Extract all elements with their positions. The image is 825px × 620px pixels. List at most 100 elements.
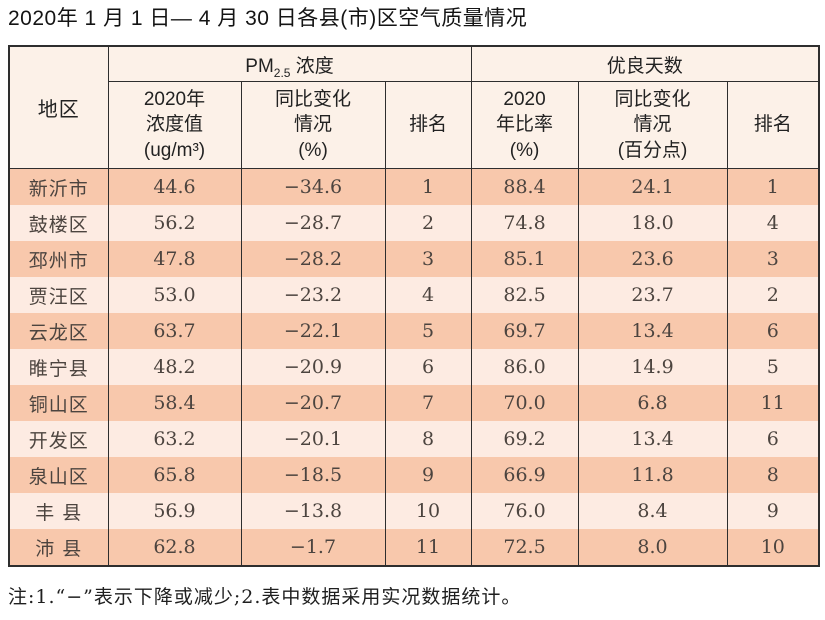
cell-pm_rank: 5 [384,313,472,349]
table-row: 邳州市 47.8 −28.2 3 85.1 23.6 3 [8,241,820,277]
cell-pm_change: −28.2 [240,241,386,277]
table-row: 泉山区 65.8 −18.5 9 66.9 11.8 8 [8,457,820,493]
cell-good_ratio: 82.5 [470,277,579,313]
cell-region: 贾汪区 [8,277,109,313]
table-row: 鼓楼区 56.2 −28.7 2 74.8 18.0 4 [8,205,820,241]
cell-pm_change: −20.7 [240,385,386,421]
footnote: 注:1.“−”表示下降或减少;2.表中数据采用实况数据统计。 [8,586,522,608]
cell-pm_rank: 6 [384,349,472,385]
cell-region: 铜山区 [8,385,109,421]
cell-pm_value: 56.9 [107,493,242,529]
cell-pm_rank: 4 [384,277,472,313]
header-group-pm25: PM2.5 浓度 [107,45,472,82]
group-header-row: 地区 PM2.5 浓度 优良天数 [8,45,820,169]
cell-pm_value: 62.8 [107,529,242,566]
pm25-label-suffix: 浓度 [290,55,334,77]
cell-good_ratio: 86.0 [470,349,579,385]
cell-pm_rank: 7 [384,385,472,421]
cell-good_change: 24.1 [577,168,728,205]
cell-good_change: 8.4 [577,493,728,529]
cell-region: 云龙区 [8,313,109,349]
air-quality-table: 地区 PM2.5 浓度 优良天数 2020年 浓度值 (ug/m³) 同比变化 … [8,45,821,567]
cell-good_ratio: 69.2 [470,421,579,457]
cell-region: 鼓楼区 [8,205,109,241]
cell-region: 泉山区 [8,457,109,493]
cell-region: 丰 县 [8,493,109,529]
cell-good_rank: 10 [726,529,820,566]
table-row: 云龙区 63.7 −22.1 5 69.7 13.4 6 [8,313,820,349]
page-title: 2020年 1 月 1 日— 4 月 30 日各县(市)区空气质量情况 [8,7,528,30]
cell-good_rank: 6 [726,313,820,349]
table-row: 沛 县 62.8 −1.7 11 72.5 8.0 10 [8,529,820,566]
cell-pm_change: −1.7 [240,529,386,566]
cell-pm_value: 63.7 [107,313,242,349]
cell-good_rank: 3 [726,241,820,277]
cell-pm_change: −23.2 [240,277,386,313]
table-row: 丰 县 56.9 −13.8 10 76.0 8.4 9 [8,493,820,529]
cell-pm_value: 56.2 [107,205,242,241]
cell-good_change: 13.4 [577,313,728,349]
cell-pm_value: 48.2 [107,349,242,385]
cell-pm_change: −20.1 [240,421,386,457]
cell-pm_value: 65.8 [107,457,242,493]
cell-pm_value: 53.0 [107,277,242,313]
cell-pm_value: 58.4 [107,385,242,421]
cell-region: 新沂市 [8,168,109,205]
header-pm-rank: 排名 [384,81,472,169]
cell-pm_rank: 11 [384,529,472,566]
cell-pm_rank: 2 [384,205,472,241]
cell-good_ratio: 69.7 [470,313,579,349]
cell-good_change: 18.0 [577,205,728,241]
table-row: 睢宁县 48.2 −20.9 6 86.0 14.9 5 [8,349,820,385]
cell-pm_rank: 1 [384,168,472,205]
cell-good_ratio: 88.4 [470,168,579,205]
cell-good_change: 11.8 [577,457,728,493]
table-row: 开发区 63.2 −20.1 8 69.2 13.4 6 [8,421,820,457]
cell-pm_change: −20.9 [240,349,386,385]
pm25-subscript: 2.5 [273,65,291,80]
cell-good_change: 6.8 [577,385,728,421]
cell-pm_rank: 8 [384,421,472,457]
cell-region: 开发区 [8,421,109,457]
header-pm-change: 同比变化 情况 (%) [240,81,386,169]
cell-good_rank: 6 [726,421,820,457]
cell-region: 沛 县 [8,529,109,566]
cell-pm_change: −18.5 [240,457,386,493]
table-header: 地区 PM2.5 浓度 优良天数 2020年 浓度值 (ug/m³) 同比变化 … [8,45,820,169]
cell-pm_change: −13.8 [240,493,386,529]
table-row: 铜山区 58.4 −20.7 7 70.0 6.8 11 [8,385,820,421]
cell-pm_rank: 3 [384,241,472,277]
table-row: 新沂市 44.6 −34.6 1 88.4 24.1 1 [8,168,820,205]
cell-pm_change: −28.7 [240,205,386,241]
cell-pm_change: −34.6 [240,168,386,205]
cell-good_rank: 2 [726,277,820,313]
cell-good_change: 23.6 [577,241,728,277]
cell-good_rank: 11 [726,385,820,421]
cell-pm_rank: 9 [384,457,472,493]
cell-pm_change: −22.1 [240,313,386,349]
cell-good_ratio: 66.9 [470,457,579,493]
cell-good_rank: 1 [726,168,820,205]
pm25-label-prefix: PM [245,55,274,77]
cell-good_change: 14.9 [577,349,728,385]
cell-good_ratio: 74.8 [470,205,579,241]
header-good-rank: 排名 [726,81,820,169]
cell-good_ratio: 76.0 [470,493,579,529]
table-row: 贾汪区 53.0 −23.2 4 82.5 23.7 2 [8,277,820,313]
cell-good_ratio: 85.1 [470,241,579,277]
header-group-good-days: 优良天数 [470,45,820,82]
header-region: 地区 [8,45,109,169]
table-body: 新沂市 44.6 −34.6 1 88.4 24.1 1 鼓楼区 56.2 −28.7 2 74.8 1… [8,168,820,566]
cell-good_rank: 5 [726,349,820,385]
cell-good_rank: 8 [726,457,820,493]
cell-pm_value: 63.2 [107,421,242,457]
cell-good_ratio: 72.5 [470,529,579,566]
header-pm-value: 2020年 浓度值 (ug/m³) [107,81,242,169]
cell-pm_value: 44.6 [107,168,242,205]
cell-good_change: 23.7 [577,277,728,313]
header-good-change: 同比变化 情况 (百分点) [577,81,728,169]
cell-region: 邳州市 [8,241,109,277]
cell-good_rank: 9 [726,493,820,529]
cell-pm_rank: 10 [384,493,472,529]
sub-header-row: 2020年 浓度值 (ug/m³) 同比变化 情况 (%) 排名 2020 年比… [9,81,820,169]
